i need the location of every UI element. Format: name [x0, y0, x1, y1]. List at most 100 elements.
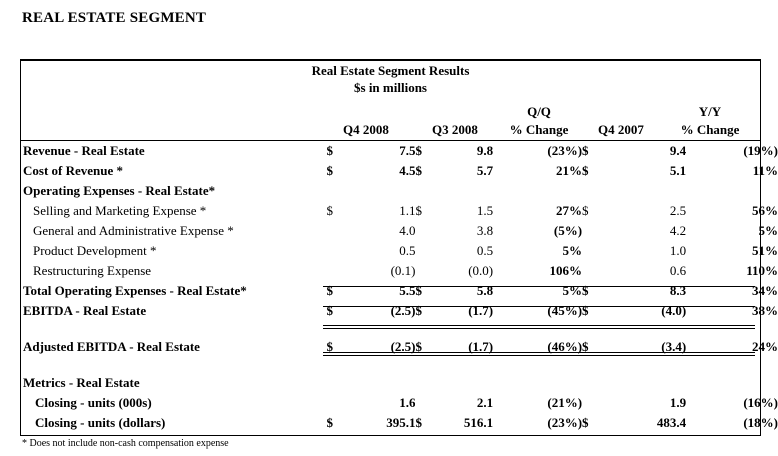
value-q4-2008: 0.5	[399, 243, 416, 258]
row-label-metrics: Metrics - Real Estate	[23, 375, 140, 390]
results-table: Revenue - Real Estate $ 7.5 $ 9.8 (23%) …	[23, 141, 778, 433]
top-rule	[20, 60, 761, 61]
table-row: Restructuring Expense (0.1) (0.0) 106% 0…	[23, 261, 778, 281]
value-q4-2007: 4.2	[669, 223, 687, 238]
currency-symbol	[582, 393, 596, 413]
currency-symbol	[415, 261, 429, 281]
table-title-block: Real Estate Segment Results $s in millio…	[20, 62, 761, 96]
table-row: Revenue - Real Estate $ 7.5 $ 9.8 (23%) …	[23, 141, 778, 161]
currency-symbol: $	[326, 415, 334, 430]
currency-symbol: $	[326, 203, 334, 218]
value-q4-2008: 4.5	[399, 163, 416, 178]
value-yy-change: 5%	[758, 223, 778, 238]
row-label-cost-of-revenue: Cost of Revenue *	[23, 163, 124, 178]
subtotal-rule	[323, 286, 755, 287]
value-q3-2008: 2.1	[476, 395, 494, 410]
value-q3-2008: 3.8	[476, 223, 494, 238]
currency-symbol	[415, 241, 429, 261]
qq-header-top: Q/Q	[527, 104, 551, 119]
table-row: Cost of Revenue * $ 4.5 $ 5.7 21% $ 5.1 …	[23, 161, 778, 181]
value-q3-2008: 5.8	[476, 283, 494, 298]
currency-symbol: $	[582, 143, 589, 158]
currency-symbol: $	[415, 143, 422, 158]
value-qq-change: (23%)	[547, 415, 583, 430]
value-q4-2007: 8.3	[669, 283, 687, 298]
value-q3-2008: 0.5	[476, 243, 494, 258]
row-label-total-operating: Total Operating Expenses - Real Estate*	[23, 283, 247, 298]
row-label-adjusted-ebitda: Adjusted EBITDA - Real Estate	[23, 339, 200, 354]
value-q4-2008: (2.5)	[390, 339, 416, 354]
value-q4-2007: 5.1	[669, 163, 687, 178]
value-q4-2008: (2.5)	[390, 303, 416, 318]
row-label-selling-marketing: Selling and Marketing Expense *	[33, 203, 207, 218]
value-yy-change: 11%	[752, 163, 778, 178]
table-row: Closing - units (000s) 1.6 2.1 (21%) 1.9…	[23, 393, 778, 413]
footnote: * Does not include non-cash compensation…	[22, 438, 229, 449]
row-label-closing-units: Closing - units (000s)	[35, 395, 152, 410]
value-yy-change: 24%	[752, 339, 778, 354]
value-q4-2008: 5.5	[399, 283, 416, 298]
q4-2007-header: Q4 2007	[598, 122, 644, 137]
currency-symbol: $	[582, 283, 589, 298]
row-label-closing-dollars: Closing - units (dollars)	[35, 415, 166, 430]
currency-symbol	[415, 393, 429, 413]
currency-symbol: $	[326, 283, 334, 298]
value-yy-change: (16%)	[743, 395, 778, 410]
table-spacer	[23, 321, 778, 337]
currency-symbol: $	[415, 163, 422, 178]
currency-symbol	[327, 393, 341, 413]
value-q4-2007: 0.6	[669, 263, 687, 278]
value-yy-change: (19%)	[743, 143, 778, 158]
value-qq-change: 5%	[562, 243, 583, 258]
value-qq-change: (5%)	[553, 223, 583, 238]
value-yy-change: 51%	[752, 243, 778, 258]
currency-symbol	[327, 261, 341, 281]
value-qq-change: (23%)	[547, 143, 583, 158]
row-label-restructuring: Restructuring Expense	[33, 263, 152, 278]
value-q4-2007: (4.0)	[661, 303, 687, 318]
table-row: Operating Expenses - Real Estate*	[23, 181, 778, 201]
table-spacer	[23, 357, 778, 373]
value-q4-2008: 4.0	[399, 223, 416, 238]
total-rule	[323, 306, 755, 307]
value-q4-2007: (3.4)	[661, 339, 687, 354]
value-qq-change: 27%	[556, 203, 583, 218]
value-qq-change: 106%	[549, 263, 583, 278]
value-q4-2007: 9.4	[669, 143, 687, 158]
currency-symbol	[327, 221, 341, 241]
currency-symbol: $	[415, 303, 422, 318]
currency-symbol: $	[415, 339, 422, 354]
row-label-ebitda: EBITDA - Real Estate	[23, 303, 147, 318]
currency-symbol: $	[326, 143, 334, 158]
row-label-revenue: Revenue - Real Estate	[23, 143, 145, 158]
adjusted-rule-2	[323, 355, 755, 356]
currency-symbol	[582, 241, 596, 261]
currency-symbol: $	[582, 203, 589, 218]
value-qq-change: 5%	[562, 283, 583, 298]
value-qq-change: (21%)	[547, 395, 583, 410]
table-row: Metrics - Real Estate	[23, 373, 778, 393]
adjusted-rule-1	[323, 352, 755, 353]
currency-symbol	[582, 261, 596, 281]
value-qq-change: 21%	[556, 163, 583, 178]
value-q3-2008: 9.8	[476, 143, 494, 158]
row-label-operating-expenses: Operating Expenses - Real Estate*	[23, 183, 216, 198]
value-q3-2008: (1.7)	[468, 339, 494, 354]
segment-heading: REAL ESTATE SEGMENT	[22, 10, 207, 26]
value-q3-2008: 5.7	[476, 163, 494, 178]
value-yy-change: 110%	[746, 263, 778, 278]
table-title: Real Estate Segment Results	[311, 63, 470, 78]
currency-symbol: $	[326, 163, 334, 178]
q3-2008-header: Q3 2008	[432, 122, 478, 137]
ebitda-rule-2	[323, 328, 755, 329]
table-row: Product Development * 0.5 0.5 5% 1.0 51%	[23, 241, 778, 261]
header-rule	[20, 140, 761, 141]
currency-symbol	[582, 221, 596, 241]
yy-header-bottom: % Change	[680, 122, 740, 137]
table-row: Adjusted EBITDA - Real Estate $ (2.5) $ …	[23, 337, 778, 357]
table-row: General and Administrative Expense * 4.0…	[23, 221, 778, 241]
table-subtitle: $s in millions	[354, 80, 427, 95]
value-q4-2007: 1.9	[669, 395, 687, 410]
value-q3-2008: 516.1	[463, 415, 494, 430]
q4-2008-header: Q4 2008	[343, 122, 389, 137]
